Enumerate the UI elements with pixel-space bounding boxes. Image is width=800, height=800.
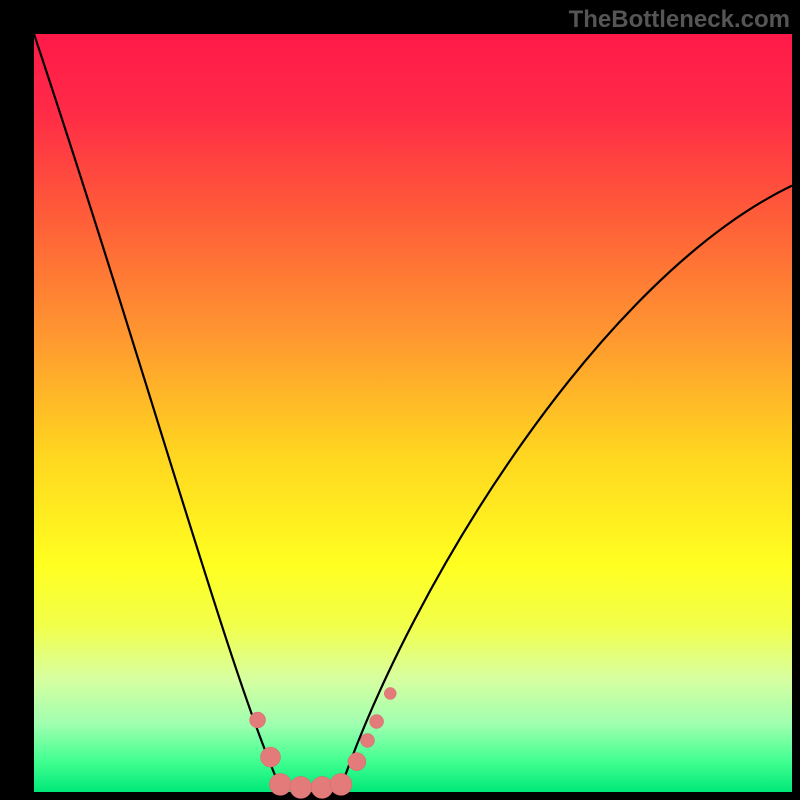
data-marker (361, 733, 375, 747)
data-marker (250, 712, 266, 728)
plot-background (34, 34, 792, 792)
data-marker (269, 773, 291, 795)
data-marker (330, 773, 352, 795)
data-marker (370, 715, 384, 729)
data-marker (260, 747, 280, 767)
chart-svg (0, 0, 800, 800)
data-marker (348, 753, 366, 771)
watermark-text: TheBottleneck.com (569, 6, 790, 34)
data-marker (384, 687, 396, 699)
data-marker (311, 776, 333, 798)
data-marker (290, 776, 312, 798)
